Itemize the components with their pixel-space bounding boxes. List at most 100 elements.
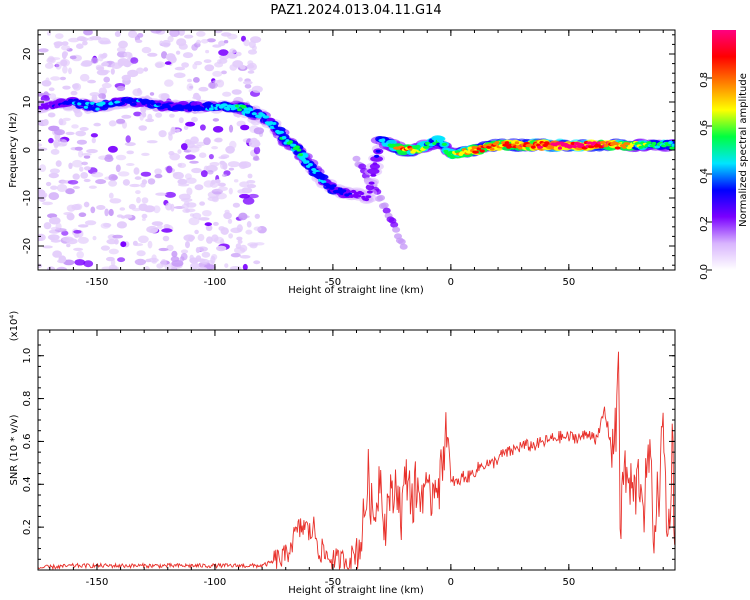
noise-blob: [253, 146, 261, 155]
noise-blob: [123, 214, 133, 219]
noise-blob: [139, 113, 144, 121]
noise-blob: [169, 30, 180, 37]
noise-blob: [203, 59, 212, 63]
noise-blob: [71, 159, 83, 168]
ridge-mark: [345, 189, 352, 194]
noise-blob: [136, 196, 141, 204]
noise-blob: [199, 201, 206, 206]
x-tick-label: 0: [448, 577, 454, 588]
noise-blob: [45, 77, 50, 84]
noise-blob: [181, 62, 190, 68]
noise-blob: [168, 56, 177, 62]
noise-blob: [228, 187, 233, 195]
noise-blob: [243, 80, 253, 85]
noise-blob: [209, 162, 220, 167]
noise-blob: [185, 241, 190, 249]
noise-blob: [238, 161, 248, 169]
noise-blob: [254, 139, 260, 148]
noise-blob: [183, 125, 189, 130]
noise-blob: [116, 85, 126, 92]
noise-blob: [116, 221, 127, 229]
noise-blob: [212, 126, 224, 133]
noise-blob: [111, 175, 118, 180]
noise-blob: [247, 70, 255, 74]
noise-blob: [114, 238, 119, 245]
noise-blob: [115, 164, 121, 173]
noise-blob: [200, 39, 209, 44]
noise-blob: [234, 51, 242, 57]
noise-blob: [191, 116, 198, 123]
ridge-mark: [281, 136, 287, 140]
ridge-mark: [77, 102, 82, 106]
noise-blob: [179, 256, 185, 262]
noise-blob: [253, 127, 265, 135]
noise-blob: [212, 80, 222, 83]
colorbar-ticks: 0.0 0.2 0.4 0.6 0.8: [699, 72, 712, 280]
noise-blob: [176, 38, 187, 47]
ridge-mark: [572, 144, 577, 149]
noise-blob: [190, 262, 200, 270]
noise-blob: [228, 233, 234, 239]
noise-blob: [46, 57, 56, 64]
noise-blob: [117, 171, 130, 177]
ridge-mark: [599, 140, 606, 145]
noise-blob: [101, 82, 112, 89]
noise-blob: [59, 76, 66, 81]
noise-blob: [171, 250, 178, 258]
noise-blob: [108, 248, 119, 255]
noise-blob: [120, 241, 127, 248]
ridge-mark: [285, 139, 290, 143]
noise-blob: [56, 266, 68, 270]
noise-blob: [224, 263, 229, 268]
noise-blob: [221, 70, 227, 75]
noise-blob: [129, 183, 141, 188]
noise-blob: [200, 170, 208, 178]
y-tick-label: 0: [22, 147, 33, 153]
noise-blob: [177, 178, 188, 185]
noise-blob: [72, 173, 80, 180]
noise-blob: [247, 60, 254, 66]
noise-blob: [80, 61, 92, 67]
noise-blob: [81, 152, 92, 156]
ridge-mark: [272, 122, 277, 126]
noise-blob: [76, 36, 86, 42]
noise-blob: [195, 255, 202, 261]
ridge-mark: [537, 145, 544, 149]
noise-blob: [190, 136, 199, 144]
noise-blob: [87, 79, 96, 84]
noise-blob: [104, 208, 109, 217]
noise-blob: [76, 139, 87, 145]
ridge-mark: [377, 194, 385, 201]
ridge-mark: [308, 163, 313, 167]
ridge-mark: [668, 141, 673, 145]
noise-blob: [141, 179, 148, 185]
colorbar: 0.0 0.2 0.4 0.6 0.8 Normalized spectral ampl…: [699, 30, 749, 280]
noise-blob: [114, 31, 121, 37]
noise-blob: [40, 192, 48, 198]
noise-blob: [209, 181, 219, 188]
ridge-mark: [651, 141, 657, 146]
noise-blob: [186, 187, 193, 196]
ridge-mark: [557, 146, 563, 150]
noise-blob: [42, 119, 49, 126]
noise-blob: [168, 133, 173, 141]
ridge-mark: [472, 150, 479, 154]
noise-blob: [72, 83, 79, 89]
noise-blob: [101, 266, 114, 270]
noise-blob: [79, 73, 90, 82]
noise-blob: [239, 244, 248, 252]
noise-blob: [192, 212, 202, 219]
ridge-mark: [411, 148, 418, 152]
noise-blob: [237, 189, 246, 194]
noise-blob: [118, 40, 128, 49]
noise-blob: [145, 118, 155, 123]
noise-blob: [126, 150, 134, 155]
snr-background: [38, 330, 675, 570]
noise-blob: [50, 76, 61, 81]
noise-blob: [50, 185, 58, 190]
noise-blob: [48, 192, 60, 201]
noise-blob: [90, 206, 96, 214]
ridge-mark: [236, 108, 243, 112]
noise-blob: [143, 67, 149, 72]
ridge-mark: [367, 168, 380, 175]
